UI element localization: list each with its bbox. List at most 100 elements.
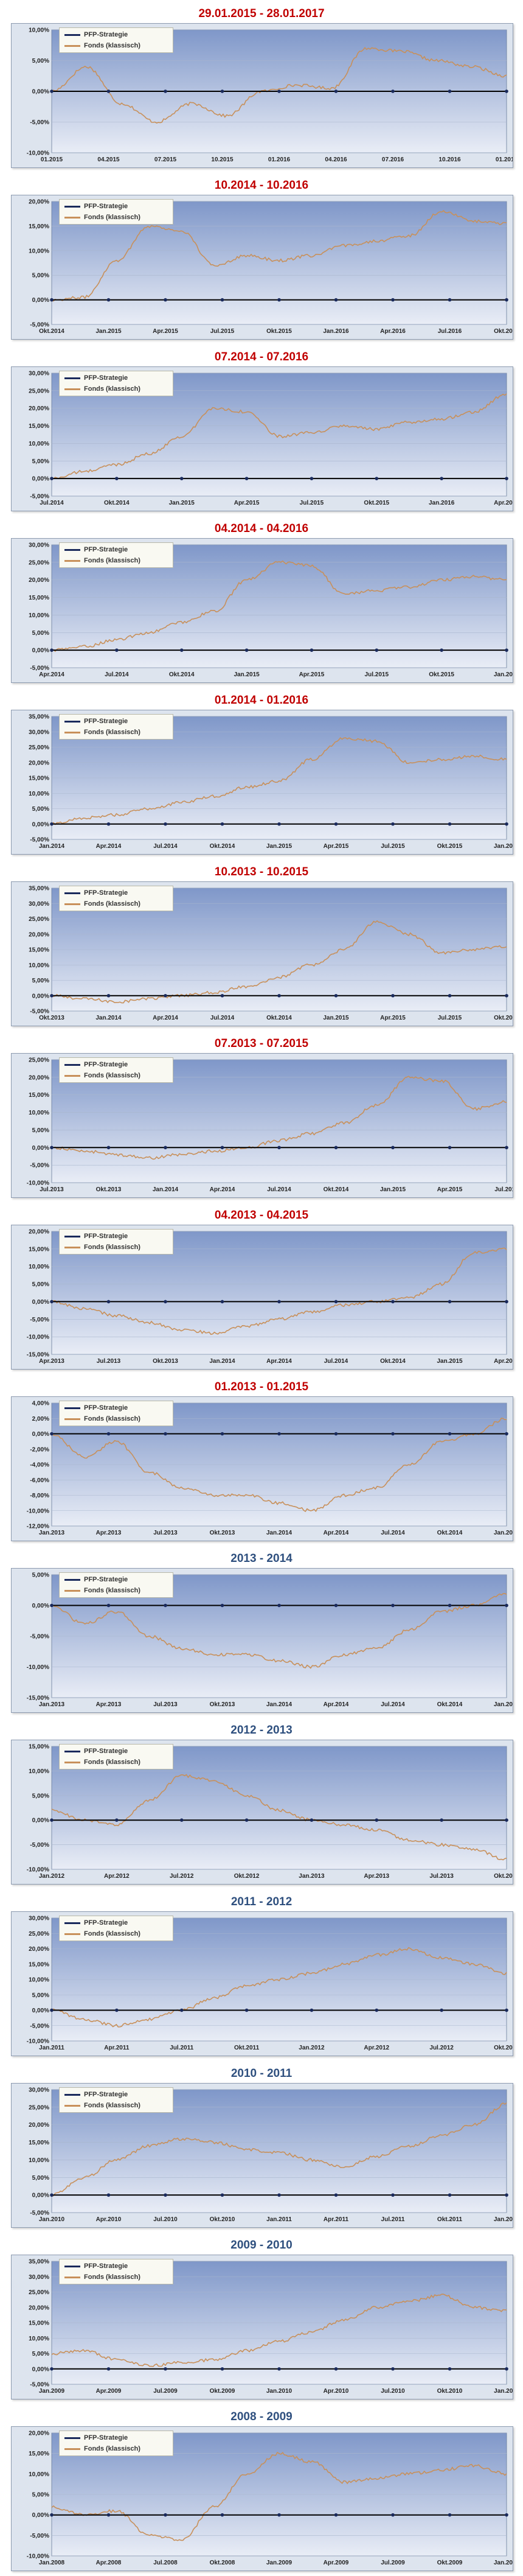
strategy-point xyxy=(106,298,111,302)
strategy-point xyxy=(115,1818,119,1822)
chart-title: 01.2013 - 01.2015 xyxy=(214,1381,309,1393)
chart-panel: 2008 - 2009 20,00% 15,00% 10,00% 5,00% 0,00% -… xyxy=(0,2403,523,2575)
strategy-point xyxy=(391,298,395,302)
x-tick-label: Okt.2013 xyxy=(153,1358,178,1365)
legend-label-fund: Fonds (klassisch) xyxy=(84,1587,140,1594)
chart-frame: 35,00% 30,00% 25,00% 20,00% 15,00% 10,00% 5,00… xyxy=(11,2255,513,2399)
strategy-point xyxy=(448,1603,452,1608)
strategy-point xyxy=(334,993,338,998)
chart-frame: 20,00% 15,00% 10,00% 5,00% 0,00% -5,00% -10,00… xyxy=(11,1225,513,1370)
x-tick-label: Jan.2010 xyxy=(494,2560,513,2566)
x-tick-label: Apr.2014 xyxy=(153,1015,178,1021)
strategy-point xyxy=(334,1300,338,1304)
strategy-point xyxy=(244,477,249,480)
y-tick-label: 25,00% xyxy=(29,559,49,566)
strategy-point xyxy=(179,1818,184,1822)
chart-legend: PFP-Strategie Fonds (klassisch) xyxy=(59,1572,173,1598)
x-tick-label: Jul.2011 xyxy=(170,2045,193,2051)
y-tick-label: 10,00% xyxy=(29,1264,49,1270)
fund-series-line xyxy=(51,1247,507,1335)
y-tick-label: 0,00% xyxy=(32,1603,49,1609)
strategy-point xyxy=(448,298,452,302)
legend-item-strategy: PFP-Strategie xyxy=(60,1746,173,1757)
strategy-point xyxy=(220,298,224,302)
strategy-point xyxy=(334,2193,338,2197)
y-tick-label: 5,00% xyxy=(32,1793,49,1799)
x-tick-label: Jul.2014 xyxy=(210,1015,235,1021)
y-tick-label: 30,00% xyxy=(29,901,49,908)
legend-swatch-fund xyxy=(64,732,80,733)
strategy-point xyxy=(164,298,167,302)
legend-item-strategy: PFP-Strategie xyxy=(60,1574,173,1585)
strategy-point xyxy=(391,993,395,998)
y-tick-label: 15,00% xyxy=(29,2140,49,2146)
legend-label-strategy: PFP-Strategie xyxy=(84,718,128,725)
legend-item-strategy: PFP-Strategie xyxy=(60,544,173,555)
y-tick-label: 15,00% xyxy=(29,1961,49,1968)
strategy-point xyxy=(179,648,184,652)
strategy-point xyxy=(277,993,281,998)
strategy-point xyxy=(277,2193,281,2197)
strategy-point xyxy=(106,1432,111,1436)
y-tick-label: 15,00% xyxy=(29,223,49,230)
chart-frame: 25,00% 20,00% 15,00% 10,00% 5,00% 0,00% -5,00%… xyxy=(11,1053,513,1198)
legend-label-strategy: PFP-Strategie xyxy=(84,1576,128,1583)
x-tick-label: 01.2016 xyxy=(268,156,291,163)
x-tick-label: Okt.2015 xyxy=(494,1015,513,1021)
fund-series-line xyxy=(51,393,507,480)
y-tick-label: 25,00% xyxy=(29,1057,49,1064)
x-tick-label: Jan.2015 xyxy=(437,1358,463,1365)
legend-label-fund: Fonds (klassisch) xyxy=(84,1415,140,1423)
x-tick-label: Jan.2014 xyxy=(266,1701,293,1708)
legend-item-fund: Fonds (klassisch) xyxy=(60,2272,173,2283)
x-tick-label: Apr.2011 xyxy=(104,2045,130,2051)
chart-frame: 35,00% 30,00% 25,00% 20,00% 15,00% 10,00% 5,00… xyxy=(11,710,513,855)
x-tick-label: Jul.2009 xyxy=(381,2560,405,2566)
strategy-point xyxy=(50,2367,54,2371)
x-tick-label: Apr.2011 xyxy=(324,2216,349,2223)
x-tick-label: 01.2017 xyxy=(496,156,513,163)
legend-label-strategy: PFP-Strategie xyxy=(84,546,128,553)
chart-panel: 04.2013 - 04.2015 20,00% 15,00% 10,00% 5,00%… xyxy=(0,1202,523,1373)
strategy-point xyxy=(164,2513,167,2517)
strategy-point xyxy=(115,477,119,480)
strategy-point xyxy=(391,89,395,93)
chart-title: 2010 - 2011 xyxy=(230,2067,293,2080)
y-tick-label: -4,00% xyxy=(30,1462,49,1469)
x-tick-label: Okt.2011 xyxy=(234,2045,260,2051)
y-tick-label: 20,00% xyxy=(29,760,49,766)
strategy-point xyxy=(277,1300,281,1304)
strategy-point xyxy=(179,477,184,480)
y-tick-label: -6,00% xyxy=(30,1477,49,1484)
chart-svg: 10,00% 5,00% 0,00% -5,00% -10,00%01.2015 04.2… xyxy=(27,27,513,164)
x-tick-label: Apr.2014 xyxy=(324,1530,349,1536)
strategy-point xyxy=(334,2513,338,2517)
chart-panel: 10.2013 - 10.2015 35,00% 30,00% 25,00% 20,00… xyxy=(0,858,523,1030)
y-tick-label: 30,00% xyxy=(29,729,49,736)
y-tick-label: 0,00% xyxy=(32,1299,49,1306)
y-tick-label: 25,00% xyxy=(29,744,49,751)
strategy-point xyxy=(164,2367,167,2371)
chart-panel: 29.01.2015 - 28.01.2017 10,00% 5,00% 0,00% -… xyxy=(0,0,523,172)
chart-legend: PFP-Strategie Fonds (klassisch) xyxy=(59,27,173,53)
y-tick-label: 20,00% xyxy=(29,2122,49,2129)
chart-title: 2009 - 2010 xyxy=(230,2239,293,2252)
x-tick-label: 10.2016 xyxy=(438,156,461,163)
strategy-point xyxy=(164,822,167,826)
strategy-point xyxy=(277,89,281,93)
y-tick-label: 30,00% xyxy=(29,1916,49,1922)
y-tick-label: 0,00% xyxy=(32,821,49,828)
legend-label-strategy: PFP-Strategie xyxy=(84,1919,128,1927)
strategy-point xyxy=(505,1818,508,1822)
strategy-point xyxy=(106,1300,111,1304)
x-tick-label: Okt.2015 xyxy=(364,500,389,506)
legend-swatch-strategy xyxy=(64,34,80,36)
strategy-point xyxy=(277,298,281,302)
strategy-point xyxy=(164,1300,167,1304)
strategy-point xyxy=(50,1818,54,1822)
legend-item-fund: Fonds (klassisch) xyxy=(60,1585,173,1596)
y-tick-label: 20,00% xyxy=(29,931,49,938)
y-tick-label: 20,00% xyxy=(29,1074,49,1081)
strategy-point xyxy=(375,1818,379,1822)
legend-label-fund: Fonds (klassisch) xyxy=(84,2102,140,2109)
